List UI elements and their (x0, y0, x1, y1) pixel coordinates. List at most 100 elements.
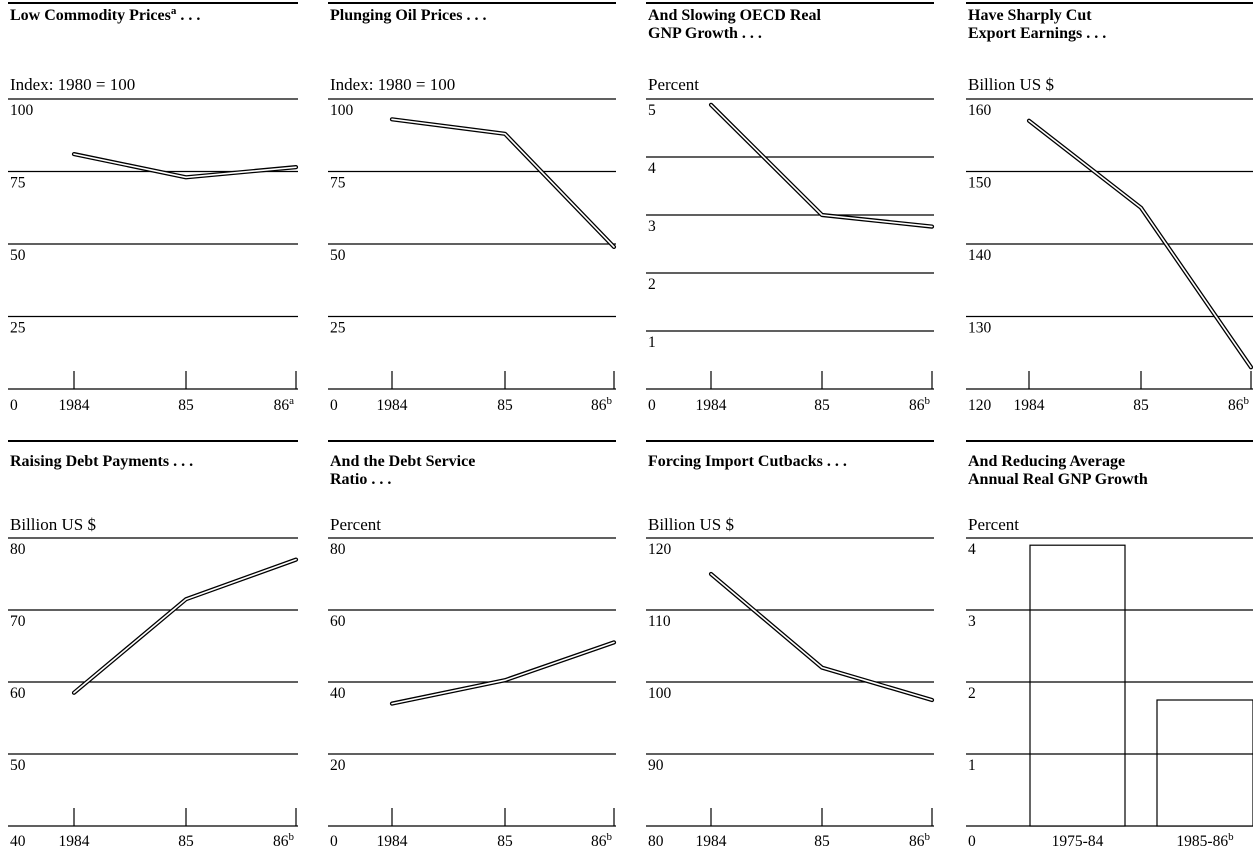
x-tick-label: 86b (273, 831, 295, 850)
y-tick-label: 110 (648, 613, 671, 630)
y-tick-label: 80 (330, 541, 346, 558)
y-tick-label: 150 (968, 175, 992, 192)
x-tick-label: 85 (497, 397, 513, 414)
y-axis-unit-label: Percent (330, 515, 381, 534)
x-tick-label: 85 (814, 397, 830, 414)
x-tick-footnote-mark: b (289, 831, 295, 843)
x-tick-label: 1984 (59, 833, 90, 850)
series-line-inner (710, 104, 933, 228)
chart-panel-7: Forcing Import Cutbacks . . . Billion US … (646, 440, 935, 850)
x-tick-label: 85 (497, 833, 513, 850)
y-tick-label: 2 (968, 685, 976, 702)
x-tick-label: 86a (274, 395, 295, 414)
x-tick-label: 1975-84 (1052, 833, 1104, 850)
bar (1156, 699, 1253, 827)
y-origin-label: 0 (330, 397, 338, 414)
x-tick-footnote-mark: b (925, 831, 931, 843)
series-line (71, 152, 299, 180)
chart-title: Low Commodity Pricesa . . . (10, 5, 200, 24)
chart-title: GNP Growth . . . (648, 25, 762, 42)
x-tick-label: 86b (591, 395, 613, 414)
y-origin-label: 0 (10, 397, 18, 414)
y-tick-label: 25 (10, 320, 26, 337)
y-tick-label: 140 (968, 247, 992, 264)
y-tick-label: 100 (648, 685, 672, 702)
y-tick-label: 100 (10, 102, 34, 119)
bar (1029, 544, 1126, 827)
y-tick-label: 3 (648, 218, 656, 235)
x-tick-label: 86b (591, 831, 613, 850)
y-tick-label: 4 (648, 160, 656, 177)
x-tick-label: 86b (909, 395, 931, 414)
series-line-inner (391, 118, 615, 248)
y-axis-unit-label: Billion US $ (648, 515, 734, 534)
x-tick-footnote-mark: b (925, 395, 931, 407)
y-origin-label: 0 (968, 833, 976, 850)
chart-title: Raising Debt Payments . . . (10, 453, 193, 470)
y-tick-label: 120 (648, 541, 672, 558)
series-line-inner (391, 641, 615, 705)
y-origin-label: 40 (10, 833, 26, 850)
x-tick-footnote-mark: b (607, 831, 613, 843)
y-tick-label: 40 (330, 685, 346, 702)
y-tick-label: 1 (648, 334, 656, 351)
chart-title: And Slowing OECD Real (648, 7, 821, 24)
x-tick-label: 1984 (59, 397, 90, 414)
chart-title: Annual Real GNP Growth (968, 471, 1148, 488)
x-tick-label: 1984 (696, 397, 727, 414)
x-tick-label: 86b (1228, 395, 1250, 414)
x-tick-footnote-mark: b (607, 395, 613, 407)
y-axis-unit-label: Percent (648, 75, 699, 94)
x-tick-footnote-mark: b (1244, 395, 1250, 407)
series-line (71, 557, 299, 695)
y-tick-label: 60 (330, 613, 346, 630)
chart-title: And Reducing Average (968, 453, 1125, 470)
y-tick-label: 130 (968, 320, 992, 337)
chart-panel-5: Raising Debt Payments . . . Billion US $ 8… (8, 440, 299, 850)
series-line (708, 571, 935, 703)
y-axis-unit-label: Percent (968, 515, 1019, 534)
y-origin-label: 0 (330, 833, 338, 850)
y-origin-label: 120 (968, 397, 992, 414)
chart-title: And the Debt Service (330, 453, 475, 470)
y-tick-label: 25 (330, 320, 346, 337)
x-tick-label: 85 (178, 397, 194, 414)
x-tick-label: 85 (1133, 397, 1149, 414)
chart-title: Export Earnings . . . (968, 25, 1106, 42)
title-footnote-mark: a (171, 5, 177, 17)
y-tick-label: 75 (330, 175, 346, 192)
y-tick-label: 160 (968, 102, 992, 119)
series-line-inner (710, 573, 933, 701)
y-axis-unit-label: Index: 1980 = 100 (10, 75, 135, 94)
chart-title: Forcing Import Cutbacks . . . (648, 453, 847, 470)
x-tick-label: 1984 (1014, 397, 1045, 414)
y-axis-unit-label: Billion US $ (968, 75, 1054, 94)
series-line-inner (1028, 119, 1252, 369)
series-line-inner (73, 153, 297, 179)
y-tick-label: 50 (330, 247, 346, 264)
y-origin-label: 80 (648, 833, 664, 850)
y-tick-label: 75 (10, 175, 26, 192)
y-tick-label: 70 (10, 613, 26, 630)
y-tick-label: 90 (648, 757, 664, 774)
x-tick-footnote-mark: a (289, 395, 294, 407)
x-tick-footnote-mark: b (1228, 831, 1234, 843)
chart-title: Plunging Oil Prices . . . (330, 7, 486, 24)
x-tick-label: 1984 (377, 397, 408, 414)
chart-panel-1: Low Commodity Pricesa . . . Index: 1980 =… (8, 2, 299, 414)
series-line-inner (73, 558, 297, 694)
y-tick-label: 50 (10, 247, 26, 264)
series-line (708, 102, 935, 229)
title-ellipsis: . . . (176, 7, 200, 24)
x-tick-label: 1984 (377, 833, 408, 850)
y-axis-unit-label: Billion US $ (10, 515, 96, 534)
y-tick-label: 60 (10, 685, 26, 702)
x-tick-label: 85 (178, 833, 194, 850)
chart-title: Ratio . . . (330, 471, 391, 488)
x-tick-label: 1985-86b (1176, 831, 1234, 850)
